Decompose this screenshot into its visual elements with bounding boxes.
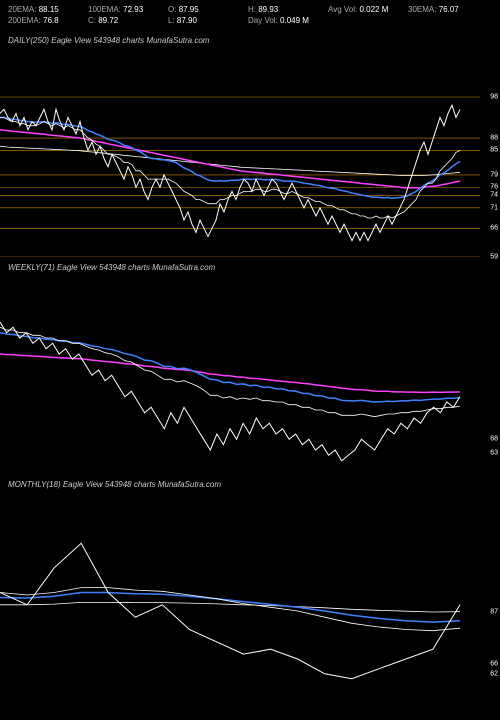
stat-high: H: 89.93 (248, 4, 328, 15)
stat-30ema: 30EMA: 76.07 (408, 4, 488, 15)
weekly-chart-container: WEEKLY(71) Eagle View 543948 charts Muna… (0, 257, 500, 474)
daily-chart-area: 988885797674716659 (0, 47, 500, 257)
stat-open: O: 87.95 (168, 4, 248, 15)
weekly-chart-title: WEEKLY(71) Eagle View 543948 charts Muna… (0, 257, 500, 274)
monthly-chart-container: MONTHLY(18) Eagle View 543948 charts Mun… (0, 474, 500, 691)
stat-close: C: 89.72 (88, 15, 168, 26)
stat-20ema: 20EMA: 88.15 (8, 4, 88, 15)
daily-chart-container: DAILY(250) Eagle View 543948 charts Muna… (0, 30, 500, 257)
stat-dayvol: Day Vol: 0.049 M (248, 15, 328, 26)
monthly-chart-area: 876662 (0, 491, 500, 691)
weekly-chart-area: 6863 (0, 274, 500, 474)
stat-low: L: 87.90 (168, 15, 248, 26)
stat-200ema: 200EMA: 76.8 (8, 15, 88, 26)
stat-avgvol: Avg Vol: 0.022 M (328, 4, 408, 15)
daily-chart-title: DAILY(250) Eagle View 543948 charts Muna… (0, 30, 500, 47)
stat-100ema: 100EMA: 72.93 (88, 4, 168, 15)
stats-header: 20EMA: 88.15 100EMA: 72.93 O: 87.95 H: 8… (0, 0, 500, 30)
monthly-chart-title: MONTHLY(18) Eagle View 543948 charts Mun… (0, 474, 500, 491)
